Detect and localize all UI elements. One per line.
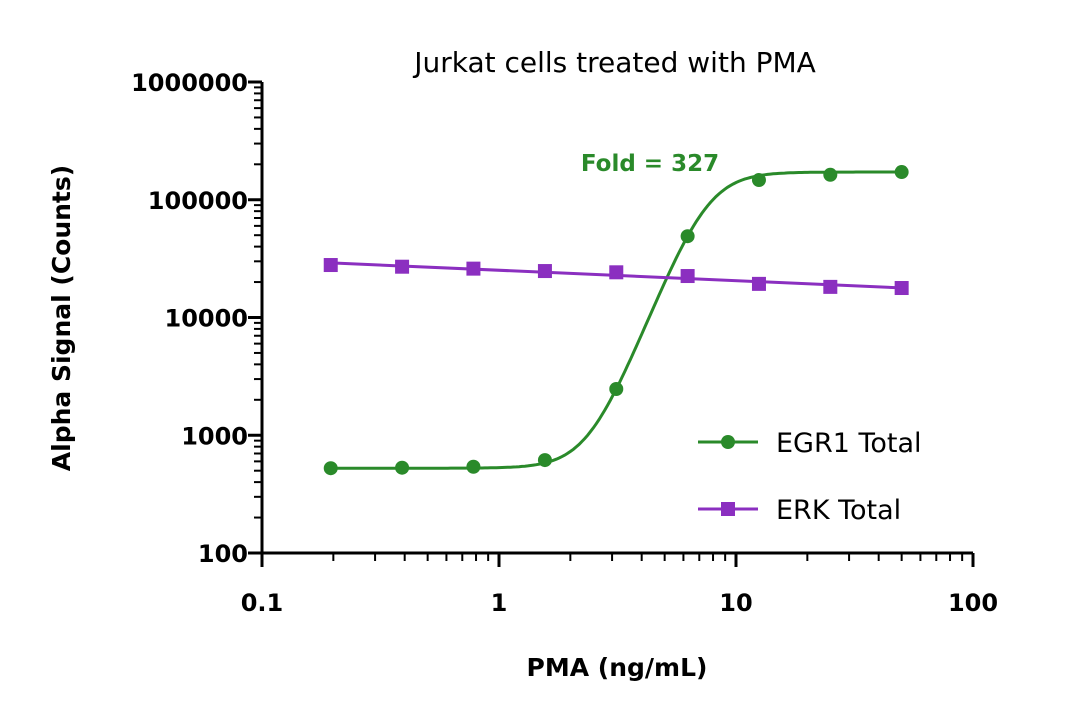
erk-data-point bbox=[609, 265, 624, 280]
y-axis-label: Alpha Signal (Counts) bbox=[47, 165, 76, 471]
egr1-data-point bbox=[894, 165, 909, 180]
legend-marker-erk bbox=[721, 502, 735, 516]
egr1-data-point bbox=[466, 459, 481, 474]
chart-title: Jurkat cells treated with PMA bbox=[412, 46, 816, 79]
fold-annotation: Fold = 327 bbox=[581, 151, 719, 177]
erk-data-point bbox=[323, 258, 338, 273]
erk-data-point bbox=[751, 276, 766, 291]
x-tick-label: 1 bbox=[491, 589, 508, 617]
y-tick-label: 1000000 bbox=[131, 69, 248, 97]
egr1-data-point bbox=[323, 461, 338, 476]
egr1-data-point bbox=[751, 173, 766, 188]
x-tick-label: 10 bbox=[719, 589, 752, 617]
erk-data-point bbox=[395, 259, 410, 274]
erk-data-point bbox=[537, 264, 552, 279]
x-axis-label: PMA (ng/mL) bbox=[527, 653, 708, 682]
egr1-data-point bbox=[609, 382, 624, 397]
x-tick-label: 0.1 bbox=[241, 589, 284, 617]
y-tick-label: 10000 bbox=[165, 305, 249, 333]
erk-data-point bbox=[680, 269, 695, 284]
erk-data-point bbox=[823, 279, 838, 294]
y-tick-label: 1000 bbox=[181, 422, 248, 450]
egr1-fit-curve bbox=[330, 170, 902, 470]
egr1-data-point bbox=[537, 453, 552, 468]
y-tick-label: 100000 bbox=[148, 187, 248, 215]
legend-label-erk: ERK Total bbox=[776, 495, 901, 526]
egr1-data-point bbox=[680, 229, 695, 244]
erk-data-point bbox=[466, 261, 481, 276]
egr1-data-point bbox=[823, 167, 838, 182]
y-tick-label: 100 bbox=[198, 540, 248, 568]
legend-label-egr1: EGR1 Total bbox=[776, 428, 922, 459]
erk-data-point bbox=[894, 281, 909, 296]
egr1-data-point bbox=[395, 460, 410, 475]
x-tick-label: 100 bbox=[948, 589, 998, 617]
legend-marker-egr1 bbox=[721, 435, 735, 449]
